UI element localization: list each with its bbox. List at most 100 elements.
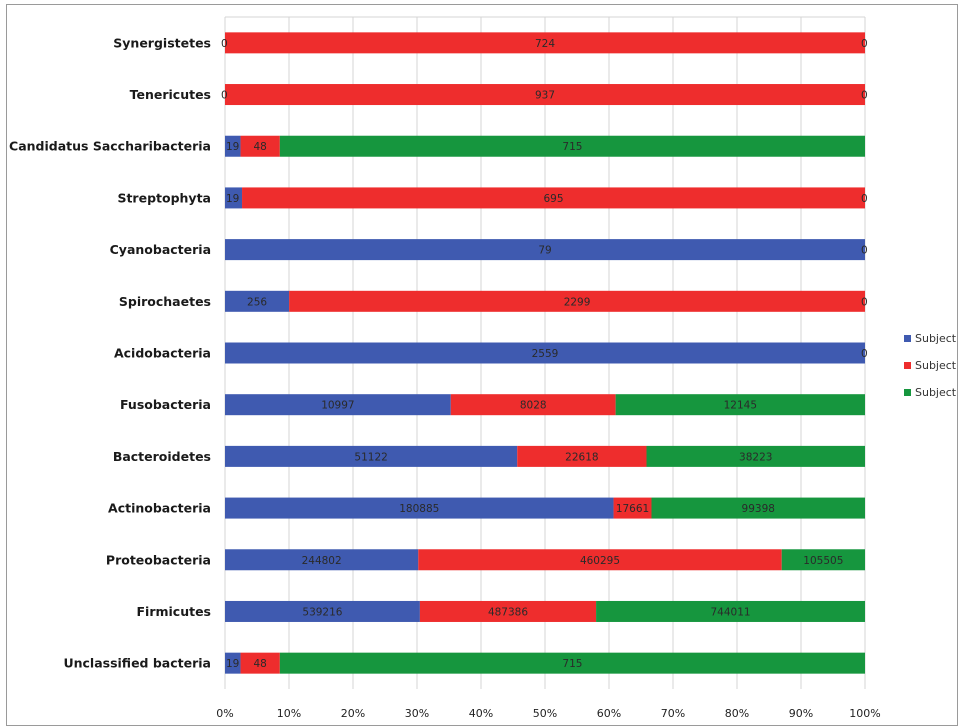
legend: Subject 1 Subject 2 Subject 3 — [904, 332, 957, 399]
bar-cyanobacteria-subject-1 — [225, 239, 865, 261]
data-label-bacteroidetes-subject-1: 51122 — [354, 451, 387, 463]
x-tick-labels: 0% 10% 20% 30% 40% 50% 60% 70% 80% 90% 100% — [216, 707, 880, 720]
bar-bacteroidetes-subject-2 — [517, 445, 647, 467]
legend-swatch-subject-1 — [904, 335, 911, 342]
bar-acidobacteria-subject-1 — [225, 342, 865, 364]
x-tick-40: 40% — [469, 707, 493, 720]
x-tick-0: 0% — [216, 707, 233, 720]
bar-synergistetes-subject-2 — [225, 32, 865, 54]
bar-candidatus-saccharibacteria-subject-2 — [240, 135, 280, 157]
bar-fusobacteria-subject-3 — [615, 394, 865, 416]
data-label-tenericutes-subject-1: 0 — [221, 90, 228, 102]
data-label-proteobacteria-subject-3: 105505 — [803, 555, 843, 567]
data-label-fusobacteria-subject-3: 12145 — [724, 400, 757, 412]
x-tick-80: 80% — [725, 707, 749, 720]
category-label-cyanobacteria: Cyanobacteria — [110, 242, 211, 257]
x-tick-30: 30% — [405, 707, 429, 720]
data-label-spirochaetes-subject-3: 0 — [861, 296, 868, 308]
category-label-fusobacteria: Fusobacteria — [120, 397, 211, 412]
category-label-tenericutes: Tenericutes — [130, 87, 211, 102]
bar-fusobacteria-subject-1 — [225, 394, 451, 416]
data-label-tenericutes-subject-2: 937 — [535, 90, 555, 102]
data-label-actinobacteria-subject-1: 180885 — [399, 503, 439, 515]
bar-fusobacteria-subject-2 — [450, 394, 616, 416]
data-label-fusobacteria-subject-1: 10997 — [321, 400, 354, 412]
bar-proteobacteria-subject-2 — [418, 549, 782, 571]
data-label-firmicutes-subject-1: 539216 — [302, 606, 342, 618]
bar-unclassified-bacteria-subject-1 — [225, 652, 241, 674]
x-tick-20: 20% — [341, 707, 365, 720]
bar-bacteroidetes-subject-1 — [225, 445, 518, 467]
category-label-synergistetes: Synergistetes — [113, 35, 211, 50]
data-label-synergistetes-subject-2: 724 — [535, 38, 555, 50]
data-label-cyanobacteria-subject-1: 79 — [538, 245, 551, 257]
bar-proteobacteria-subject-1 — [225, 549, 419, 571]
bar-firmicutes-subject-3 — [596, 600, 865, 622]
legend-label-subject-1: Subject 1 — [915, 332, 957, 345]
x-tick-100: 100% — [849, 707, 880, 720]
category-label-spirochaetes: Spirochaetes — [119, 294, 211, 309]
category-labels: Synergistetes Tenericutes Candidatus Sacch… — [9, 35, 211, 670]
bar-unclassified-bacteria-subject-3 — [279, 652, 866, 674]
x-tick-50: 50% — [533, 707, 557, 720]
bar-actinobacteria-subject-1 — [225, 497, 614, 519]
bar-spirochaetes-subject-1 — [225, 290, 290, 312]
data-label-proteobacteria-subject-2: 460295 — [580, 555, 620, 567]
data-label-bacteroidetes-subject-3: 38223 — [739, 451, 772, 463]
category-label-bacteroidetes: Bacteroidetes — [113, 449, 211, 464]
data-label-unclassified-bacteria-subject-3: 715 — [562, 658, 582, 670]
data-label-unclassified-bacteria-subject-2: 48 — [254, 658, 267, 670]
data-label-fusobacteria-subject-2: 8028 — [520, 400, 547, 412]
data-label-spirochaetes-subject-2: 2299 — [564, 296, 591, 308]
bar-spirochaetes-subject-2 — [289, 290, 865, 312]
legend-label-subject-3: Subject 3 — [915, 386, 957, 399]
category-label-acidobacteria: Acidobacteria — [114, 346, 211, 361]
category-label-proteobacteria: Proteobacteria — [106, 552, 211, 567]
bar-streptophyta-subject-1 — [225, 187, 243, 209]
data-label-acidobacteria-subject-3: 0 — [861, 348, 868, 360]
category-label-streptophyta: Streptophyta — [117, 190, 211, 205]
bar-firmicutes-subject-1 — [225, 600, 420, 622]
legend-swatch-subject-2 — [904, 362, 911, 369]
bar-unclassified-bacteria-subject-2 — [240, 652, 280, 674]
x-tick-60: 60% — [597, 707, 621, 720]
data-label-spirochaetes-subject-1: 256 — [247, 296, 267, 308]
data-label-firmicutes-subject-2: 487386 — [488, 606, 528, 618]
category-label-firmicutes: Firmicutes — [137, 604, 212, 619]
bar-streptophyta-subject-2 — [242, 187, 865, 209]
chart-frame: 0 724 0 0 937 0 19 48 715 19 695 0 79 0 256 2299 0 2559 0 1… — [6, 4, 958, 726]
data-label-streptophyta-subject-2: 695 — [543, 193, 563, 205]
legend-label-subject-2: Subject 2 — [915, 359, 957, 372]
data-label-unclassified-bacteria-subject-1: 19 — [226, 658, 239, 670]
bar-firmicutes-subject-2 — [419, 600, 597, 622]
category-label-actinobacteria: Actinobacteria — [108, 501, 211, 516]
data-label-actinobacteria-subject-3: 99398 — [742, 503, 775, 515]
data-label-candidatus-saccharibacteria-subject-2: 48 — [254, 141, 267, 153]
data-labels: 0 724 0 0 937 0 19 48 715 19 695 0 79 0 256 2299 0 2559 0 1… — [221, 38, 868, 670]
bar-proteobacteria-subject-3 — [781, 549, 865, 571]
data-label-streptophyta-subject-3: 0 — [861, 193, 868, 205]
category-label-candidatus-saccharibacteria: Candidatus Saccharibacteria — [9, 139, 211, 154]
data-label-acidobacteria-subject-1: 2559 — [532, 348, 559, 360]
data-label-streptophyta-subject-1: 19 — [226, 193, 239, 205]
stacked-bar-chart: 0 724 0 0 937 0 19 48 715 19 695 0 79 0 256 2299 0 2559 0 1… — [9, 16, 957, 720]
data-label-cyanobacteria-subject-3: 0 — [861, 245, 868, 257]
bars — [225, 32, 866, 674]
data-label-firmicutes-subject-3: 744011 — [710, 606, 750, 618]
bar-candidatus-saccharibacteria-subject-3 — [279, 135, 866, 157]
data-label-candidatus-saccharibacteria-subject-1: 19 — [226, 141, 239, 153]
data-label-candidatus-saccharibacteria-subject-3: 715 — [562, 141, 582, 153]
data-label-proteobacteria-subject-1: 244802 — [302, 555, 342, 567]
x-tick-90: 90% — [789, 707, 813, 720]
bar-actinobacteria-subject-3 — [651, 497, 865, 519]
bar-tenericutes-subject-2 — [225, 84, 865, 106]
data-label-synergistetes-subject-1: 0 — [221, 38, 228, 50]
bar-candidatus-saccharibacteria-subject-1 — [225, 135, 241, 157]
x-tick-10: 10% — [277, 707, 301, 720]
data-label-tenericutes-subject-3: 0 — [861, 90, 868, 102]
bar-actinobacteria-subject-2 — [613, 497, 652, 519]
x-tick-70: 70% — [661, 707, 685, 720]
bar-bacteroidetes-subject-3 — [646, 445, 865, 467]
data-label-synergistetes-subject-3: 0 — [861, 38, 868, 50]
category-label-unclassified-bacteria: Unclassified bacteria — [63, 656, 211, 671]
